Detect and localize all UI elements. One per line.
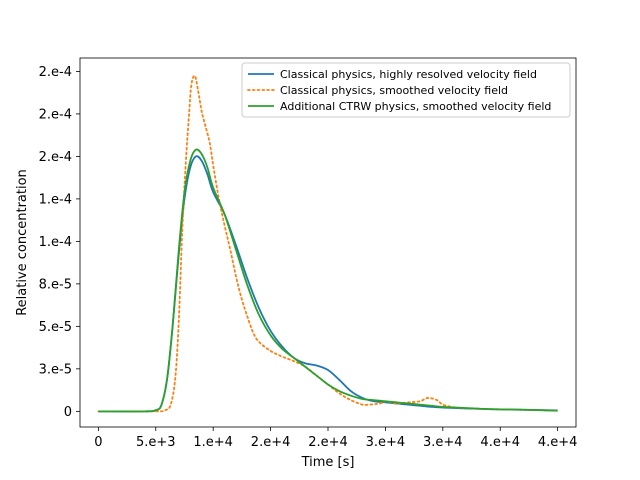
plot-area <box>80 58 576 427</box>
series-layer <box>97 74 559 413</box>
legend-label: Classical physics, highly resolved veloc… <box>280 68 537 81</box>
x-tick-label: 0 <box>94 435 102 450</box>
legend-label: Classical physics, smoothed velocity fie… <box>280 84 508 97</box>
legend-box <box>241 62 571 118</box>
x-tick-label: 2.e+4 <box>251 435 291 450</box>
y-tick-label: 1.e-4 <box>39 192 72 207</box>
y-tick-label: 2.e-4 <box>39 150 72 165</box>
series-line-ctrw-smoothed <box>98 148 558 413</box>
y-tick-label: 0 <box>64 405 72 420</box>
x-tick-label: 3.e+4 <box>366 435 406 450</box>
legend-label: Additional CTRW physics, smoothed veloci… <box>280 100 551 113</box>
x-tick-label: 3.e+4 <box>423 435 463 450</box>
y-tick-label: 5.e-5 <box>39 320 72 335</box>
x-tick-label: 1.e+4 <box>193 435 233 450</box>
y-axis-label: Relative concentration <box>15 169 30 316</box>
y-tick-label: 2.e-4 <box>39 107 72 122</box>
x-tick-label: 4.e+4 <box>538 435 578 450</box>
y-tick-label: 2.e-4 <box>39 65 72 80</box>
y-axis: 0 3.e-5 5.e-5 8.e-5 1.e-4 1.e-4 2.e-4 2.e-4 2.e-… <box>39 65 80 420</box>
legend: Classical physics, highly resolved veloc… <box>241 62 571 118</box>
series-line-classical-smoothed <box>97 74 559 413</box>
y-tick-label: 8.e-5 <box>39 277 72 292</box>
x-axis-label: Time [s] <box>301 455 355 470</box>
y-tick-label: 1.e-4 <box>39 235 72 250</box>
x-tick-label: 2.e+4 <box>308 435 348 450</box>
x-axis: 0 5.e+3 1.e+4 2.e+4 2.e+4 3.e+4 3.e+4 4.e+4 4.e+… <box>94 427 577 450</box>
x-tick-label: 5.e+3 <box>136 435 176 450</box>
x-tick-label: 4.e+4 <box>480 435 520 450</box>
y-tick-label: 3.e-5 <box>39 362 72 377</box>
